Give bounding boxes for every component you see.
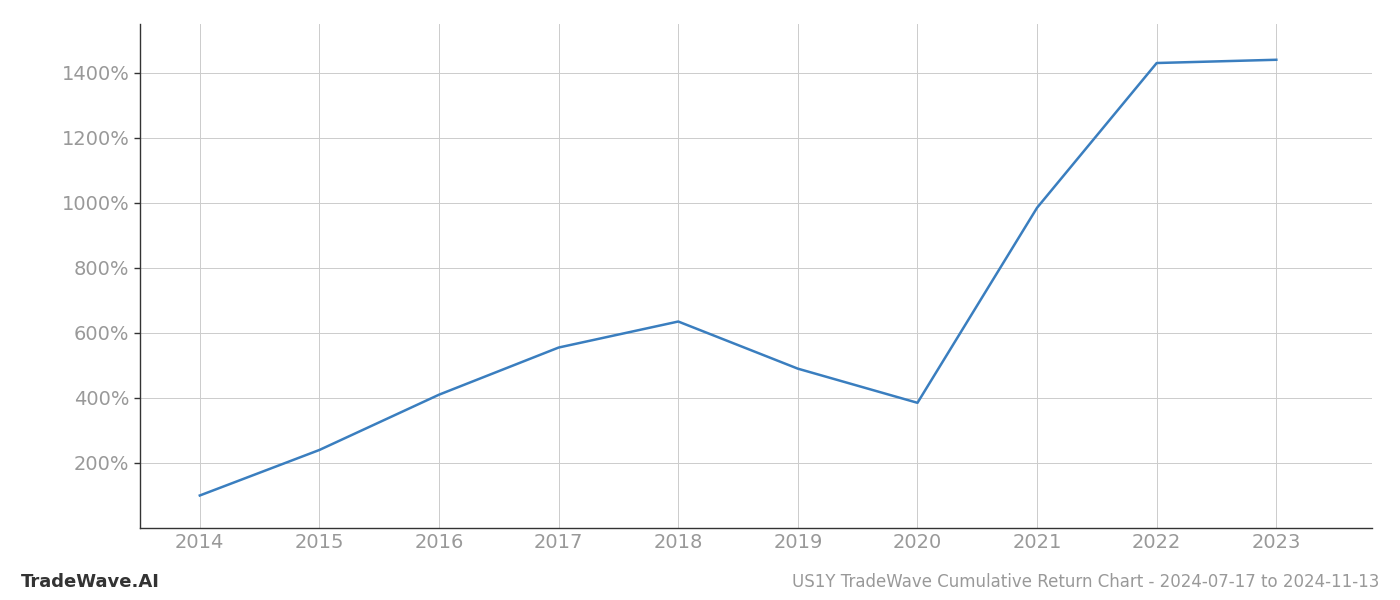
Text: TradeWave.AI: TradeWave.AI xyxy=(21,573,160,591)
Text: US1Y TradeWave Cumulative Return Chart - 2024-07-17 to 2024-11-13: US1Y TradeWave Cumulative Return Chart -… xyxy=(791,573,1379,591)
